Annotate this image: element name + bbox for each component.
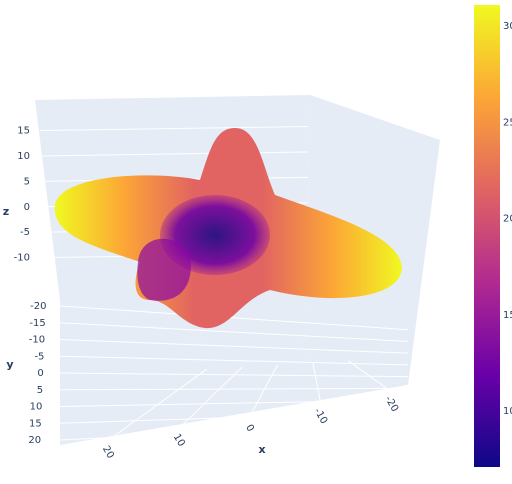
z-tick-label: 10 — [17, 151, 30, 162]
colorbar-tick-label: 25 — [503, 117, 512, 128]
grid-line — [59, 322, 409, 342]
grid-line — [59, 355, 409, 366]
z-tick-label: -10 — [14, 253, 30, 264]
x-tick-label: 10 — [171, 432, 187, 449]
grid-line — [249, 364, 278, 417]
grid-line — [59, 399, 409, 407]
grid-line — [59, 387, 409, 391]
y-tick-label: -20 — [30, 301, 46, 312]
y-tick-label: 5 — [37, 385, 43, 396]
y-tick-label: -5 — [34, 351, 44, 362]
colorbar-tick-label: 30 — [503, 21, 512, 32]
x-axis-title: x — [258, 443, 265, 456]
colorbar-tick-label: 20 — [503, 214, 512, 225]
colorbar-tick-label: 10 — [503, 406, 512, 417]
grid-line — [39, 126, 309, 132]
grid-line — [348, 360, 392, 393]
x-tick-label: -10 — [312, 406, 330, 426]
y-axis-title: y — [6, 358, 13, 371]
z-tick-label: 0 — [24, 202, 30, 213]
y-tick-label: 15 — [29, 418, 42, 429]
y-tick-label: 0 — [37, 368, 43, 379]
colorbar — [474, 5, 500, 467]
x-tick-label: 20 — [100, 444, 116, 461]
surface — [54, 128, 402, 329]
y-tick-label: 20 — [28, 435, 41, 446]
z-tick-label: 5 — [24, 176, 30, 187]
y-tick-label: -10 — [29, 335, 45, 346]
grid-line — [108, 368, 207, 441]
x-tick-label: 0 — [243, 423, 256, 434]
grid-line — [178, 366, 243, 429]
y-tick-label: 10 — [30, 402, 43, 413]
colorbar-tick-label: 15 — [503, 310, 512, 321]
grid-line — [59, 411, 409, 424]
x-tick-label: -20 — [382, 394, 400, 414]
grid-line — [59, 305, 409, 331]
grid-line — [59, 339, 409, 354]
grid-line — [59, 423, 409, 441]
z-axis-title: z — [3, 205, 9, 218]
grid-line — [39, 151, 309, 157]
y-tick-label: -15 — [29, 318, 45, 329]
z-tick-label: -5 — [20, 227, 30, 238]
grid-line — [312, 362, 322, 405]
z-tick-label: 15 — [17, 126, 30, 137]
